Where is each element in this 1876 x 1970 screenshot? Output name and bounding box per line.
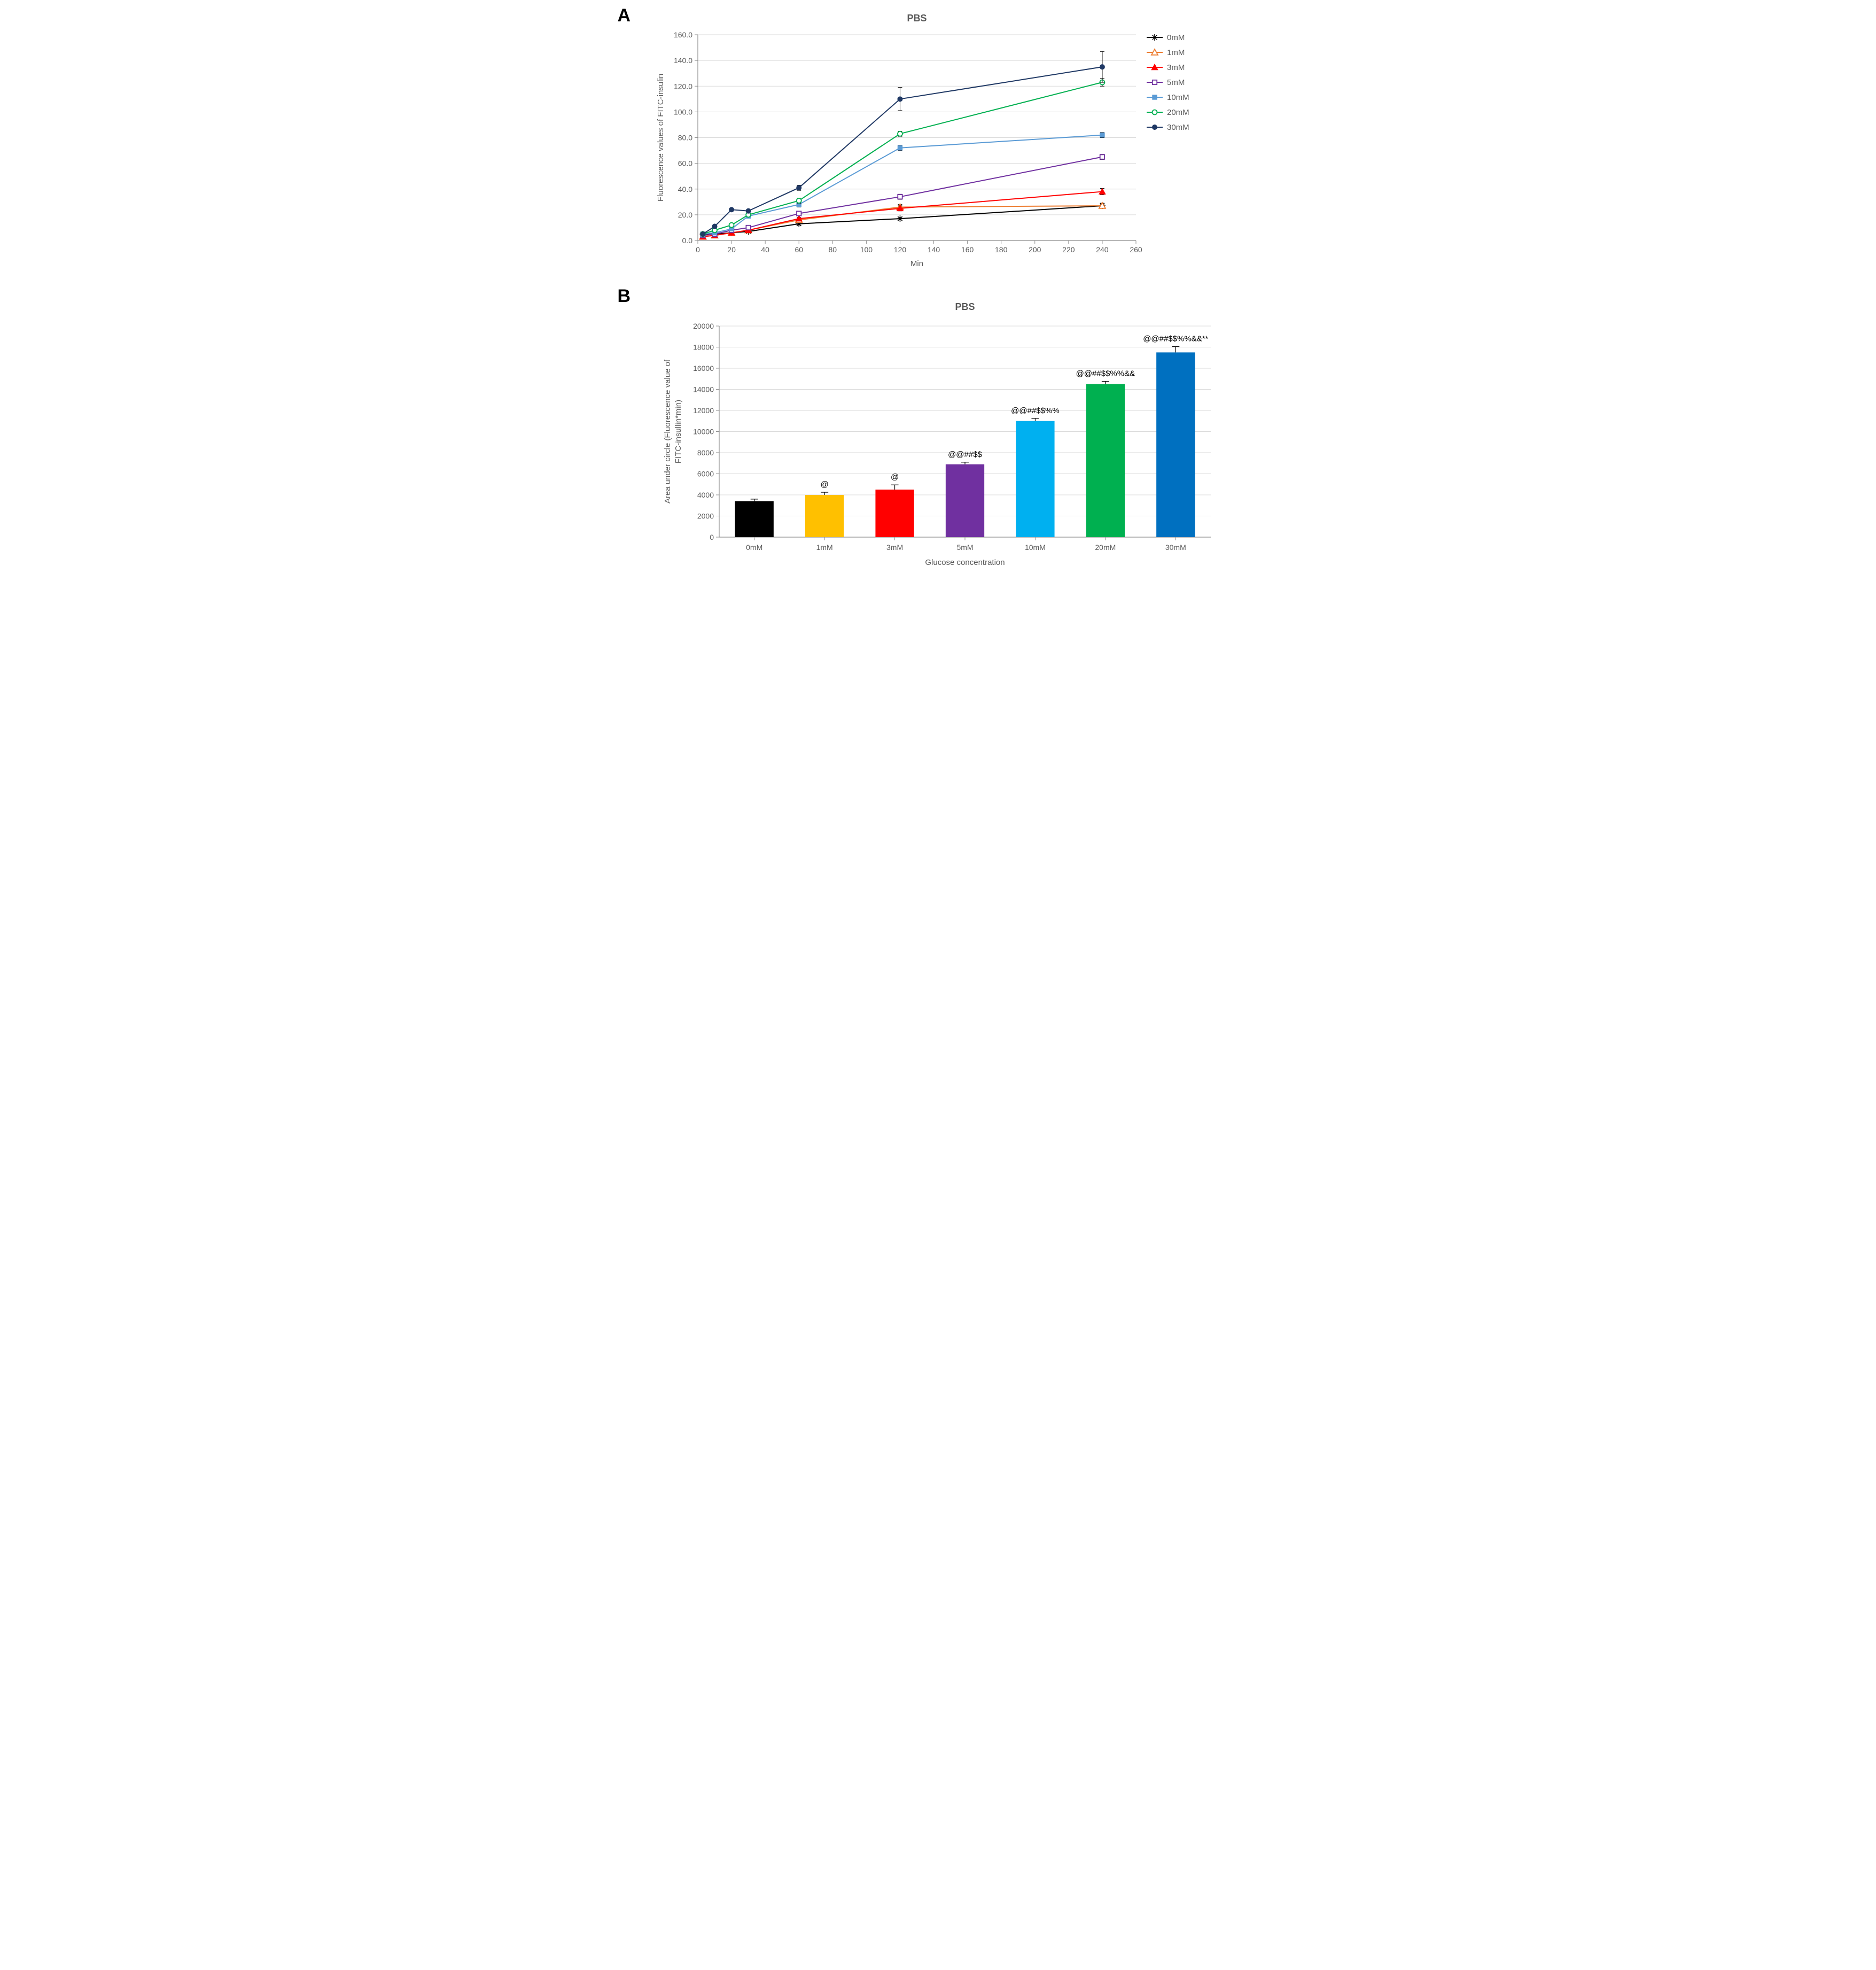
svg-text:240: 240 [1096,245,1109,254]
svg-text:10mM: 10mM [1024,543,1045,552]
svg-text:120: 120 [893,245,906,254]
svg-text:PBS: PBS [955,301,975,312]
figure-page: A PBS 0 20 40 60 80 100 120 140 160 180 200 220 240 26… [618,5,1259,583]
svg-text:16000: 16000 [693,364,714,373]
svg-text:5mM: 5mM [956,543,973,552]
svg-text:160: 160 [961,245,974,254]
svg-text:Fluorescence values of FITC-in: Fluorescence values of FITC-insulin [656,74,665,201]
svg-text:Glucose concentration: Glucose concentration [925,558,1005,567]
svg-text:3mM: 3mM [886,543,903,552]
svg-text:8000: 8000 [697,448,713,457]
svg-text:140.0: 140.0 [673,56,692,65]
svg-text:260: 260 [1130,245,1142,254]
svg-text:@@##$$%%&&: @@##$$%%&& [1076,369,1135,378]
svg-text:1mM: 1mM [1167,48,1185,57]
svg-text:40.0: 40.0 [678,185,692,193]
svg-text:200: 200 [1029,245,1041,254]
panel-a-chart: PBS 0 20 40 60 80 100 120 140 160 180 200 220 240 260 0… [644,5,1259,286]
svg-text:10000: 10000 [693,428,714,436]
svg-text:10mM: 10mM [1167,93,1189,102]
svg-text:60: 60 [795,245,803,254]
svg-text:220: 220 [1062,245,1075,254]
svg-text:0mM: 0mM [1167,33,1185,42]
svg-text:80: 80 [828,245,837,254]
svg-text:20.0: 20.0 [678,211,692,219]
svg-text:0mM: 0mM [746,543,762,552]
panel-b-label: B [618,286,631,307]
panel-b-chart: PBS 0 2000 4000 6000 8000 10000 12000 14000 16000… [644,291,1259,583]
svg-text:@: @ [890,472,898,482]
svg-text:20000: 20000 [693,322,714,330]
svg-text:3mM: 3mM [1167,63,1185,72]
svg-text:FITC-insullin*min): FITC-insullin*min) [674,400,683,463]
svg-text:@@##$$: @@##$$ [948,450,982,459]
svg-text:5mM: 5mM [1167,78,1185,87]
svg-text:40: 40 [761,245,769,254]
svg-text:12000: 12000 [693,406,714,415]
svg-text:80.0: 80.0 [678,134,692,142]
svg-text:2000: 2000 [697,512,713,521]
svg-text:20mM: 20mM [1095,543,1116,552]
svg-text:0.0: 0.0 [682,236,692,245]
svg-text:60.0: 60.0 [678,159,692,168]
svg-text:1mM: 1mM [816,543,832,552]
svg-text:140: 140 [927,245,940,254]
svg-text:30mM: 30mM [1167,123,1189,132]
svg-text:0: 0 [710,533,714,541]
svg-text:PBS: PBS [907,13,927,24]
panel-b-svg: PBS 0 2000 4000 6000 8000 10000 12000 14000 16000… [644,291,1243,580]
svg-text:100.0: 100.0 [673,107,692,116]
svg-text:180: 180 [995,245,1008,254]
svg-text:18000: 18000 [693,343,714,352]
svg-text:4000: 4000 [697,491,713,499]
svg-text:20mM: 20mM [1167,108,1189,117]
svg-text:120.0: 120.0 [673,82,692,90]
svg-text:30mM: 30mM [1165,543,1186,552]
svg-text:6000: 6000 [697,470,713,478]
svg-text:160.0: 160.0 [673,30,692,39]
svg-text:20: 20 [727,245,736,254]
svg-text:@@##$$%%&&**: @@##$$%%&&** [1143,335,1208,344]
svg-text:0: 0 [696,245,700,254]
panel-a-svg: PBS 0 20 40 60 80 100 120 140 160 180 200 220 240 260 0… [644,5,1243,283]
svg-text:14000: 14000 [693,385,714,394]
svg-text:Area under circle (Fluorescenc: Area under circle (Fluorescence value of [663,359,672,503]
svg-text:@@##$$%%: @@##$$%% [1011,406,1060,415]
panel-a-label: A [618,5,631,26]
svg-text:Min: Min [910,259,923,268]
svg-text:100: 100 [860,245,873,254]
svg-text:@: @ [820,480,828,489]
